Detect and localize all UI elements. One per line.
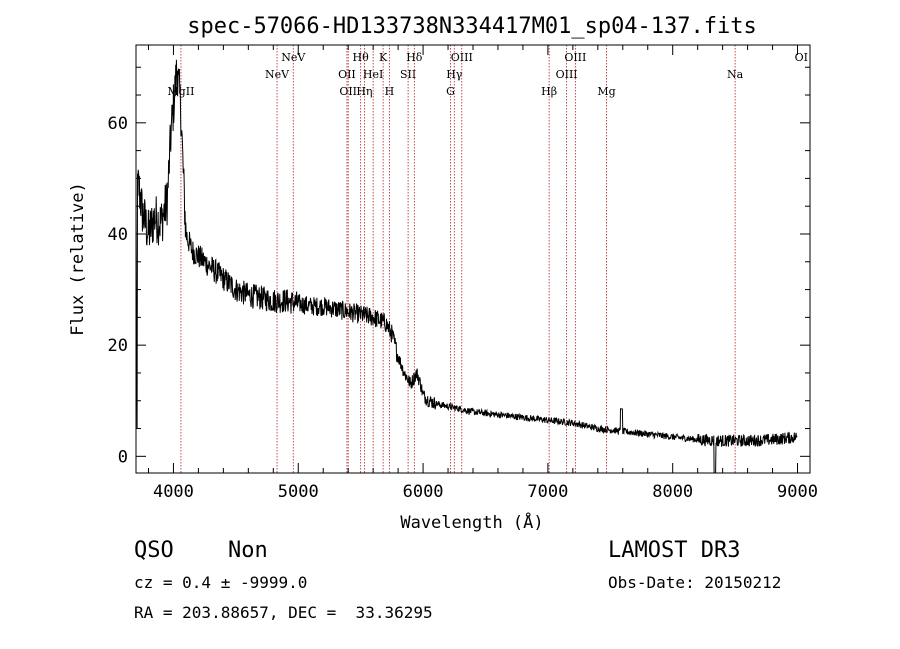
spectral-line-label: OII	[338, 68, 356, 81]
coordinates: RA = 203.88657, DEC = 33.36295	[134, 603, 433, 622]
x-tick-label: 8000	[652, 482, 693, 502]
y-tick-label: 20	[108, 336, 128, 356]
spectral-line-label: OI	[795, 51, 808, 64]
obs-date: Obs-Date: 20150212	[608, 573, 782, 592]
spectral-line-label: Na	[727, 68, 744, 81]
chart-title: spec-57066-HD133738N334417M01_sp04-137.f…	[187, 14, 757, 39]
survey-name: LAMOST DR3	[608, 538, 741, 563]
y-tick-label: 0	[118, 447, 128, 467]
spectral-line-label: OII	[339, 85, 357, 98]
spectral-line-label: Hη	[356, 85, 372, 98]
spectral-line-label: Hβ	[541, 85, 557, 98]
spectral-line-label: Hθ	[353, 51, 370, 64]
x-tick-label: 4000	[153, 482, 194, 502]
x-tick-label: 7000	[527, 482, 568, 502]
spectral-line-label: H	[385, 85, 395, 98]
spectral-line-label: OIII	[451, 51, 473, 64]
spectral-line-label: HeI	[363, 68, 383, 81]
redshift-cz: cz = 0.4 ± -9999.0	[134, 573, 308, 592]
object-class: QSO	[134, 538, 174, 563]
x-axis-ticks: 4000 5000 6000 7000 8000 9000	[147, 45, 818, 502]
spectral-line-label: OIII	[556, 68, 578, 81]
spectral-line-label: SII	[400, 68, 416, 81]
object-subclass: Non	[228, 538, 268, 563]
spectral-line-label: Hδ	[406, 51, 423, 64]
y-axis-label: Flux (relative)	[68, 182, 88, 336]
x-tick-label: 5000	[278, 482, 319, 502]
y-tick-label: 60	[108, 114, 128, 134]
spectral-line-label: G	[446, 85, 455, 98]
spectral-line-label: Mg	[597, 85, 615, 98]
spectral-line-label: NeV	[281, 51, 306, 64]
y-axis-ticks: 0 20 40 60	[108, 66, 810, 467]
x-tick-label: 9000	[777, 482, 818, 502]
spectral-line-label: NeV	[265, 68, 290, 81]
spectral-line-label: Hγ	[446, 68, 463, 81]
spectral-line-label: OIII	[564, 51, 586, 64]
spectrum-line	[135, 59, 798, 474]
spectral-line-label: MgII	[167, 85, 194, 98]
y-tick-label: 40	[108, 225, 128, 245]
x-tick-label: 6000	[403, 482, 444, 502]
spectral-line-label: K	[379, 51, 388, 64]
spectral-line-markers: MgII NeV NeV OII OII Hθ Hη HeI K H SII Hδ G Hγ OIII Hβ O…	[167, 45, 808, 473]
x-axis-label: Wavelength (Å)	[400, 511, 543, 533]
